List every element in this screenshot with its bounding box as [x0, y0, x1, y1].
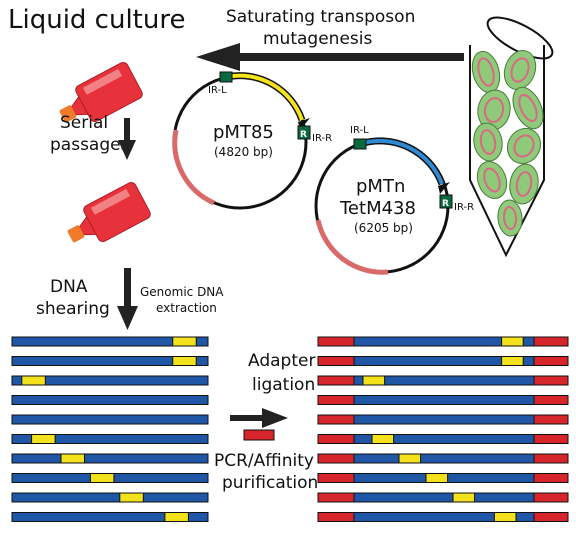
plasmid2-name-2: TetM438 — [339, 198, 416, 219]
adapter-right — [533, 336, 569, 347]
adapter-left — [317, 512, 355, 522]
adapter-left — [317, 395, 355, 405]
adapter-right — [533, 492, 569, 503]
plasmid1-irr: IR-R — [312, 133, 332, 144]
fragment — [317, 375, 569, 386]
culture-flask-bottom — [67, 181, 151, 243]
adapter-left — [317, 356, 355, 366]
adapter-legend — [243, 429, 275, 441]
title: Liquid culture — [8, 5, 185, 35]
fragment — [317, 453, 569, 464]
fragment — [317, 356, 569, 366]
test-tube — [469, 16, 554, 258]
adapter-1: Adapter — [248, 351, 315, 371]
plasmid1-irl: IR-L — [208, 85, 227, 96]
irr-box-2 — [439, 194, 453, 209]
adapter-left — [317, 473, 355, 483]
insert — [452, 492, 476, 503]
adapter-right — [533, 473, 569, 483]
insert — [164, 512, 189, 522]
plasmid1-size: (4820 bp) — [214, 145, 273, 159]
culture-flask-top — [59, 61, 143, 123]
fragment — [11, 395, 209, 405]
adapter-right — [533, 414, 569, 425]
adapter-right — [533, 395, 569, 405]
genomic-dna-1: Genomic DNA — [140, 285, 224, 299]
pcr-1: PCR/Affinity — [214, 451, 314, 471]
pcr-2: purification — [222, 473, 318, 493]
adapter-left — [317, 492, 355, 503]
plasmid2-r: R — [442, 199, 449, 209]
adapter-right — [533, 375, 569, 386]
fragment — [317, 395, 569, 405]
plasmid2-irl: IR-L — [350, 125, 369, 136]
insert — [398, 453, 422, 464]
insert — [60, 453, 86, 464]
top-arrow — [196, 43, 464, 71]
irl-box-1 — [219, 71, 233, 83]
fragment — [317, 414, 569, 425]
serial-passages-2: passages — [50, 135, 130, 155]
top-arrow-label-1: Saturating transposon — [226, 7, 415, 27]
insert — [493, 512, 517, 522]
adapter-left — [317, 434, 355, 444]
plasmid2-size: (6205 bp) — [354, 221, 413, 235]
ligation-arrow — [230, 408, 288, 428]
irl-box-2 — [353, 138, 367, 150]
fragment — [11, 356, 209, 366]
fragment — [11, 453, 209, 464]
insert — [501, 356, 524, 366]
insert — [89, 473, 115, 483]
fragment — [11, 512, 209, 522]
fragment — [11, 336, 209, 347]
dna-shearing-2: shearing — [36, 299, 110, 319]
plasmid1-name: pMT85 — [213, 122, 274, 143]
genomic-dna-2: extraction — [156, 301, 217, 315]
plasmid1-r: R — [300, 130, 307, 140]
insert — [501, 336, 524, 347]
adapter-left — [317, 375, 355, 386]
adapter-right — [533, 356, 569, 366]
ligated-fragments — [317, 336, 569, 522]
fragment — [317, 336, 569, 347]
insert — [172, 336, 197, 347]
fragment — [11, 414, 209, 425]
adapter-2: ligation — [252, 375, 315, 395]
fragment — [317, 512, 569, 522]
adapter-left — [317, 453, 355, 464]
shearing-arrow — [117, 268, 138, 330]
plasmid2-irr: IR-R — [454, 202, 474, 213]
fragment — [317, 434, 569, 444]
adapter-right — [533, 434, 569, 444]
insert — [362, 375, 386, 386]
insert — [31, 434, 56, 444]
insert — [172, 356, 197, 366]
adapter-left — [317, 414, 355, 425]
insert — [21, 375, 46, 386]
dna-shearing-1: DNA — [50, 277, 88, 297]
top-arrow-label-2: mutagenesis — [263, 29, 372, 49]
fragment — [11, 492, 209, 503]
insert — [119, 492, 144, 503]
serial-arrow — [118, 118, 136, 160]
serial-passages-1: Serial — [60, 113, 108, 133]
fragment — [317, 492, 569, 503]
plasmid2-name-1: pMTn — [356, 176, 405, 197]
adapter-right — [533, 453, 569, 464]
insert — [425, 473, 449, 483]
fragment — [11, 375, 209, 386]
irr-box-1 — [297, 125, 311, 140]
plasmid-pmtn-tetm438: R IR-L IR-R pMTn TetM438 (6205 bp) — [314, 125, 474, 275]
sheared-fragments — [11, 336, 209, 522]
adapter-right — [533, 512, 569, 522]
insert — [371, 434, 395, 444]
plasmid-pmt85: R IR-L IR-R pMT85 (4820 bp) — [172, 71, 332, 210]
adapter-left — [317, 336, 355, 347]
fragment — [11, 434, 209, 444]
cells — [471, 50, 544, 237]
